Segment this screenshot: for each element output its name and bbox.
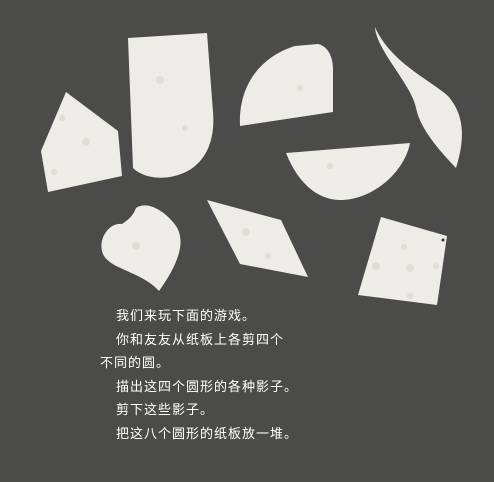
cutout-rounded-rectangle xyxy=(128,33,214,178)
caption-line-2: 你和友友从纸板上各剪四个 xyxy=(116,332,285,348)
cutout-half-circle xyxy=(286,143,410,201)
caption-line-5: 剪下这些影子。 xyxy=(116,403,215,418)
caption-line-1: 我们来玩下面的游戏。 xyxy=(116,309,257,324)
cutout-wave-crescent xyxy=(375,27,462,168)
cutout-rhombus xyxy=(207,200,308,277)
caption-line-3: 不同的圆。 xyxy=(100,356,171,371)
caption-line-4: 描出这四个圆形的各种影子。 xyxy=(116,379,299,395)
instruction-text: 我们来玩下面的游戏。 你和友友从纸板上各剪四个 不同的圆。 描出这四个圆形的各种… xyxy=(100,305,404,446)
caption-line-6: 把这八个圆形的纸板放一堆。 xyxy=(116,426,299,442)
cutout-square xyxy=(358,217,447,305)
cutout-bullet-tab xyxy=(239,44,333,126)
cutout-heart xyxy=(101,205,181,291)
cutout-house-pentagon xyxy=(41,92,122,192)
